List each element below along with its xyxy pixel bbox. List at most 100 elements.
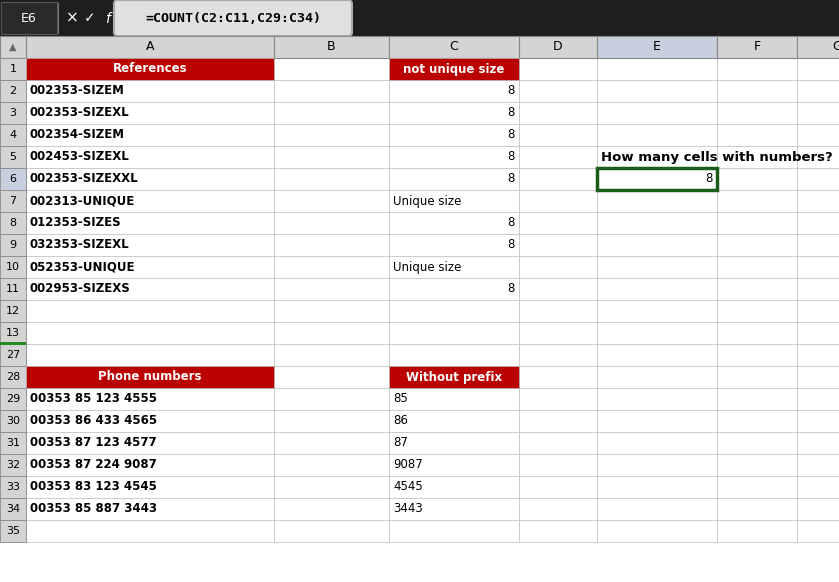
Bar <box>26 454 274 476</box>
Bar <box>0 80 26 102</box>
Bar <box>0 300 26 322</box>
Bar <box>274 410 389 432</box>
Bar <box>389 36 519 58</box>
Bar <box>0 388 26 410</box>
Bar <box>597 432 717 454</box>
Text: 8: 8 <box>508 217 515 229</box>
Text: 10: 10 <box>6 262 20 272</box>
Bar <box>274 80 389 102</box>
Text: 7: 7 <box>9 196 17 206</box>
Text: 33: 33 <box>6 482 20 492</box>
Bar <box>0 520 26 542</box>
Bar <box>717 124 797 146</box>
Bar <box>0 256 26 278</box>
Bar <box>597 168 717 190</box>
Bar <box>717 256 797 278</box>
Bar <box>389 278 519 300</box>
Bar <box>717 322 797 344</box>
Bar <box>519 212 597 234</box>
Bar <box>389 58 519 80</box>
Bar <box>519 300 597 322</box>
Bar <box>26 80 274 102</box>
Bar <box>0 322 26 344</box>
Text: 3443: 3443 <box>393 502 423 516</box>
Bar <box>389 454 519 476</box>
Bar <box>717 168 797 190</box>
Text: 9: 9 <box>9 240 17 250</box>
Bar <box>519 146 597 168</box>
Text: ✓: ✓ <box>84 11 96 25</box>
Bar <box>26 36 274 58</box>
Bar <box>797 256 839 278</box>
Bar <box>26 146 274 168</box>
Bar <box>717 300 797 322</box>
Bar <box>389 212 519 234</box>
Text: 35: 35 <box>6 526 20 536</box>
Bar <box>717 454 797 476</box>
Bar <box>797 124 839 146</box>
Text: Unique size: Unique size <box>393 194 461 208</box>
Bar <box>519 344 597 366</box>
Text: 8: 8 <box>508 172 515 186</box>
Bar <box>597 476 717 498</box>
Bar <box>797 476 839 498</box>
Text: 4: 4 <box>9 130 17 140</box>
Text: 86: 86 <box>393 414 408 428</box>
Bar <box>26 234 274 256</box>
Bar <box>797 278 839 300</box>
Bar <box>389 344 519 366</box>
Text: 30: 30 <box>6 416 20 426</box>
Bar <box>389 124 519 146</box>
Bar <box>797 146 839 168</box>
Bar <box>389 80 519 102</box>
Bar <box>274 432 389 454</box>
Bar <box>274 168 389 190</box>
Bar <box>597 234 717 256</box>
Bar <box>717 410 797 432</box>
Bar <box>26 366 274 388</box>
Bar <box>597 146 717 168</box>
Bar <box>274 58 389 80</box>
Bar <box>597 388 717 410</box>
Text: 002354-SIZEM: 002354-SIZEM <box>30 129 125 141</box>
Text: 87: 87 <box>393 436 408 449</box>
Text: 00353 87 224 9087: 00353 87 224 9087 <box>30 459 157 471</box>
Bar <box>0 454 26 476</box>
Bar <box>797 498 839 520</box>
Bar <box>717 498 797 520</box>
Bar <box>597 278 717 300</box>
Bar <box>717 80 797 102</box>
Bar <box>26 168 274 190</box>
Bar <box>274 322 389 344</box>
Bar <box>274 344 389 366</box>
Bar <box>597 124 717 146</box>
Text: B: B <box>327 41 336 54</box>
Bar <box>797 102 839 124</box>
Text: 8: 8 <box>706 172 713 186</box>
Bar <box>274 498 389 520</box>
Bar <box>519 190 597 212</box>
Text: 002453-SIZEXL: 002453-SIZEXL <box>30 151 130 164</box>
Text: Phone numbers: Phone numbers <box>98 371 201 384</box>
Text: C: C <box>450 41 458 54</box>
Bar <box>797 80 839 102</box>
Bar <box>797 300 839 322</box>
Bar <box>519 520 597 542</box>
Bar <box>389 520 519 542</box>
Text: 1: 1 <box>9 64 17 74</box>
Bar <box>26 410 274 432</box>
Bar <box>597 344 717 366</box>
Text: 00353 86 433 4565: 00353 86 433 4565 <box>30 414 157 428</box>
FancyBboxPatch shape <box>114 0 352 36</box>
Bar <box>389 498 519 520</box>
Bar <box>26 300 274 322</box>
Text: 002313-UNIQUE: 002313-UNIQUE <box>30 194 135 208</box>
Text: 2: 2 <box>9 86 17 96</box>
Bar <box>519 388 597 410</box>
Bar <box>389 234 519 256</box>
Bar <box>274 146 389 168</box>
Bar <box>597 36 717 58</box>
Bar <box>717 366 797 388</box>
Bar <box>597 212 717 234</box>
Text: 8: 8 <box>508 84 515 98</box>
